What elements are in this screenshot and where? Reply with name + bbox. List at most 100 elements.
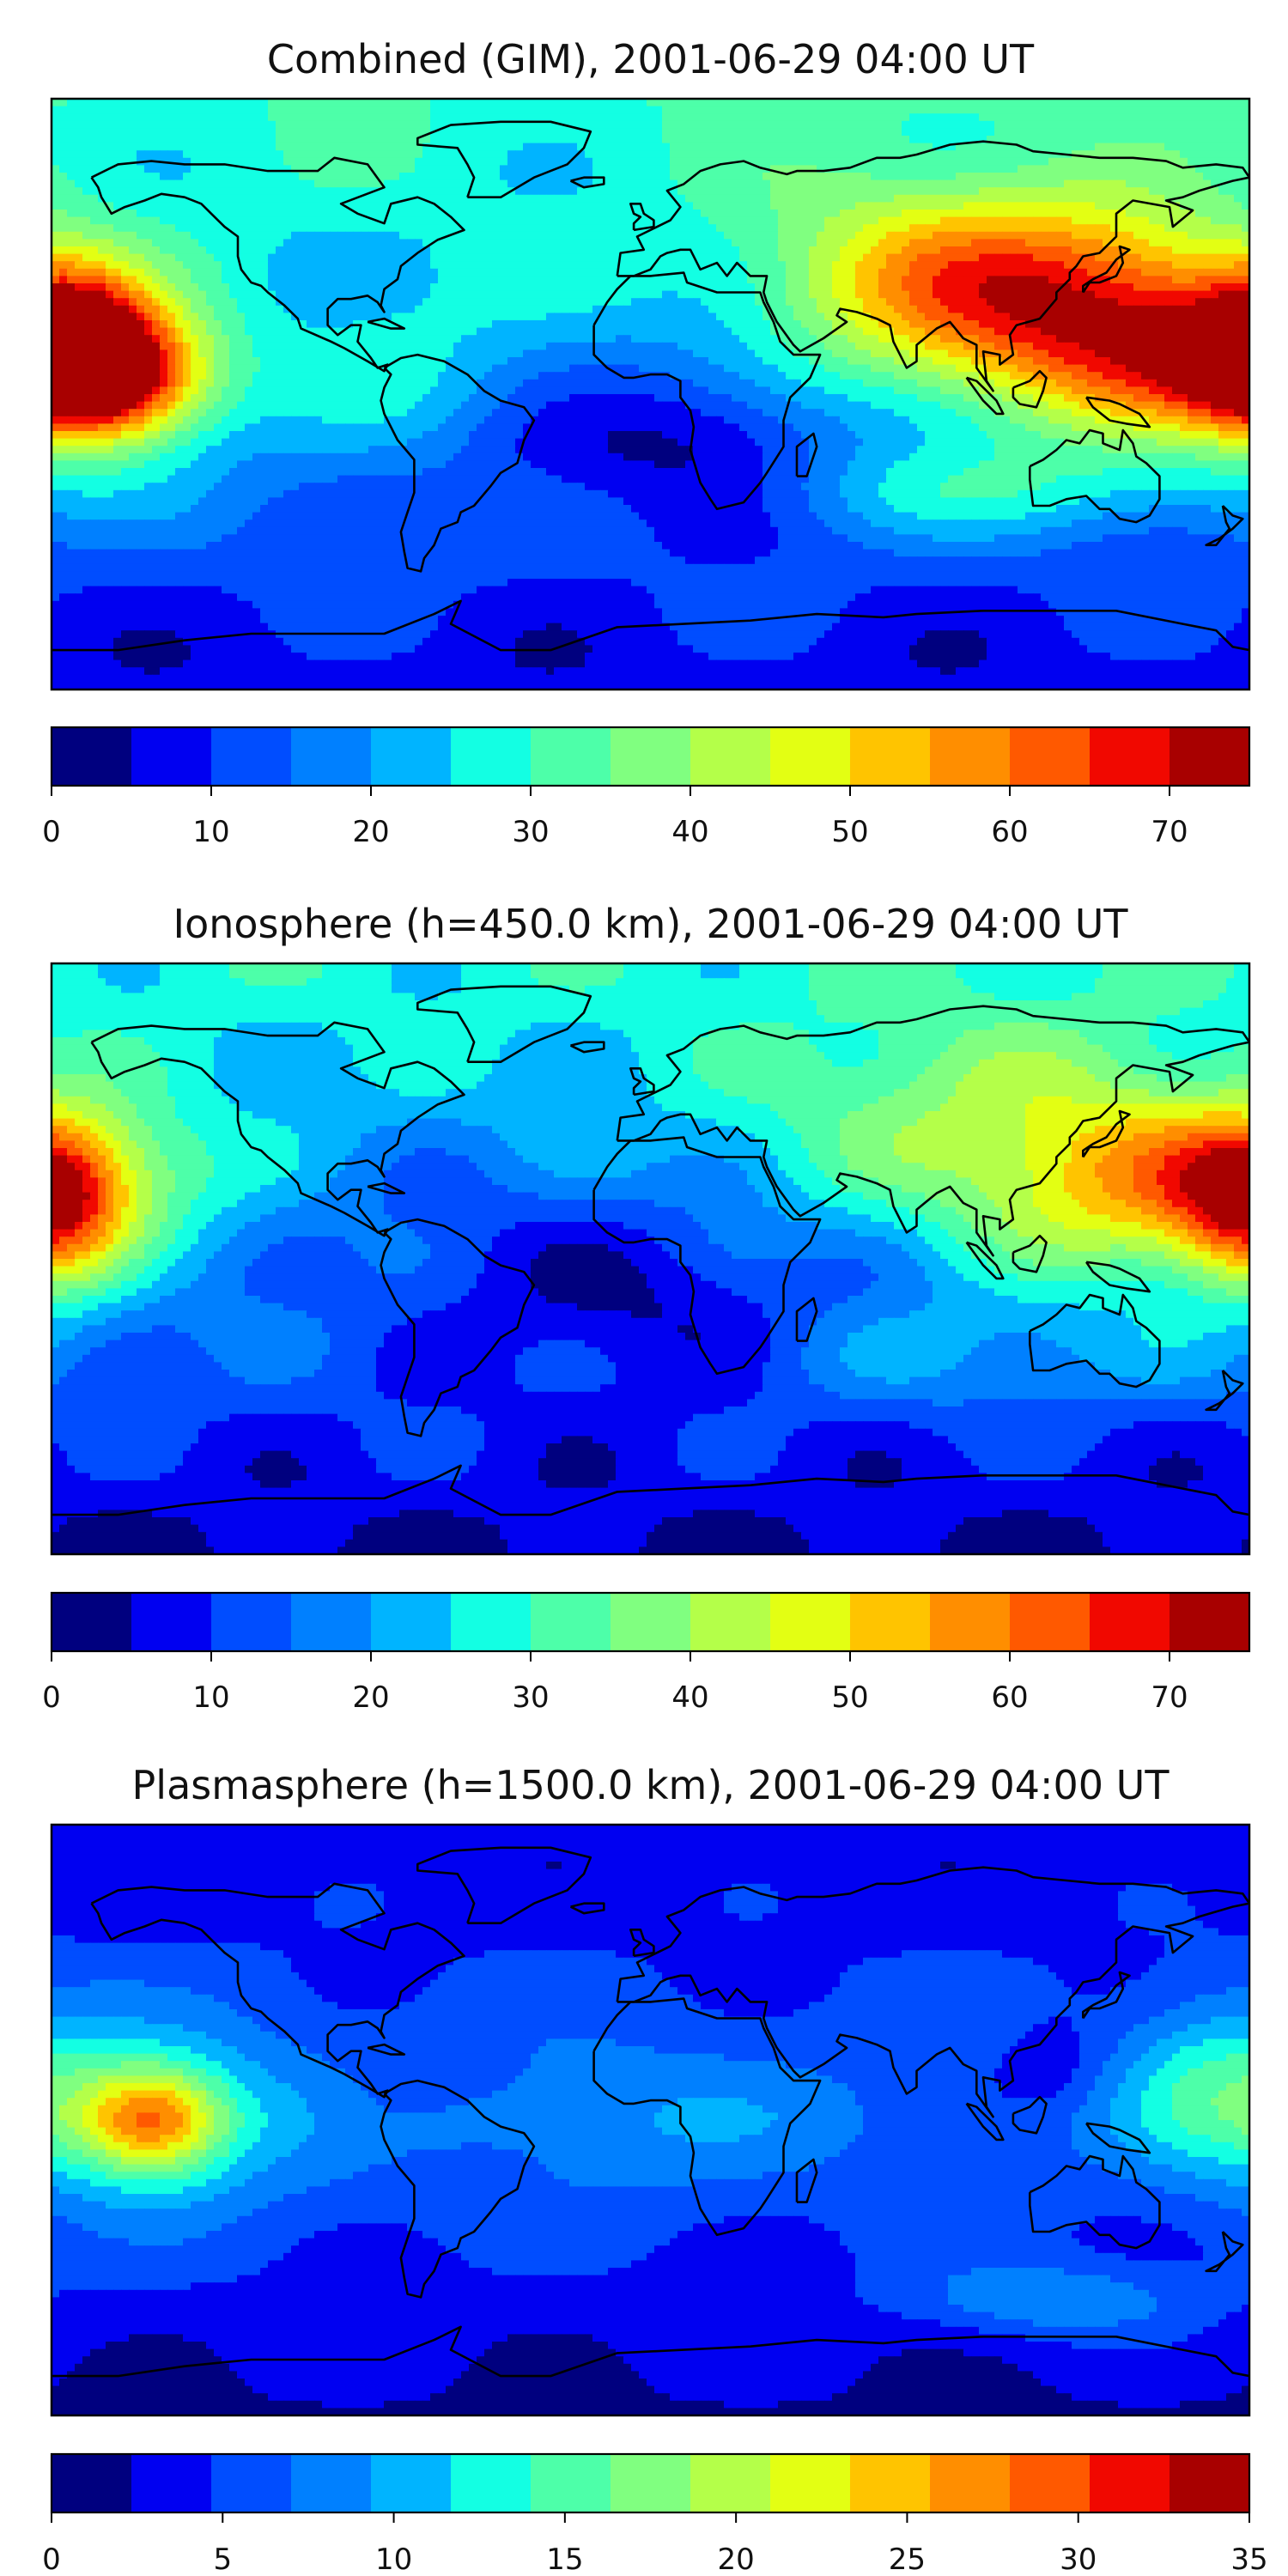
coast-greenland xyxy=(416,985,592,1063)
panel-2: Ionosphere (h=450.0 km), 2001-06-29 04:0… xyxy=(42,901,1251,1715)
coast-british-isles xyxy=(629,1929,655,1958)
colorbar-segment xyxy=(1010,2454,1091,2512)
colorbar-segment xyxy=(930,727,1011,786)
colorbar-segment xyxy=(770,2454,851,2512)
coastlines xyxy=(52,1846,1249,2378)
colorbar-segment xyxy=(451,2454,532,2512)
colorbar-segment xyxy=(531,2454,611,2512)
colorbar-tick-label: 10 xyxy=(192,815,229,849)
colorbar: 0 10 20 30 40 50 60 70 xyxy=(42,1591,1251,1715)
coastlines xyxy=(52,120,1249,652)
colorbar-segment xyxy=(1090,727,1170,786)
colorbar-tick-label: 5 xyxy=(213,2543,232,2576)
colorbar-tick-label: 30 xyxy=(512,1680,549,1715)
panel-3: Plasmasphere (h=1500.0 km), 2001-06-29 0… xyxy=(42,1762,1267,2576)
coast-north-america xyxy=(90,1882,465,2099)
coast-africa xyxy=(592,1997,822,2237)
colorbar: 0 5 10 15 20 25 30 35 xyxy=(42,2452,1268,2576)
map-frame xyxy=(50,1823,1251,2417)
colorbar-segment xyxy=(211,1593,292,1651)
coast-borneo xyxy=(1012,2095,1048,2135)
colorbar-segment xyxy=(850,2454,931,2512)
colorbar-tick-label: 0 xyxy=(42,815,61,849)
colorbar-segment xyxy=(1010,1593,1091,1651)
coast-new-zealand xyxy=(1205,1370,1244,1412)
coast-japan xyxy=(1082,1109,1131,1158)
colorbar-tick-label: 60 xyxy=(991,1680,1028,1715)
coast-iceland xyxy=(569,1041,605,1054)
colorbar-segment xyxy=(291,727,372,786)
colorbar-tick-label: 10 xyxy=(375,2543,412,2576)
colorbar: 0 10 20 30 40 50 60 70 xyxy=(42,726,1251,849)
colorbar-segment xyxy=(930,1593,1011,1651)
coast-antarctica xyxy=(52,2325,1249,2378)
colorbar-tick-label: 50 xyxy=(831,815,868,849)
colorbar-segment xyxy=(850,727,931,786)
coast-antarctica xyxy=(52,1464,1249,1516)
coast-australia xyxy=(1029,428,1161,524)
colorbar-segment xyxy=(291,2454,372,2512)
colorbar-tick-label: 30 xyxy=(512,815,549,849)
colorbar-segment xyxy=(611,727,691,786)
colorbar-tick-label: 40 xyxy=(671,815,708,849)
colorbar-segment xyxy=(531,1593,611,1651)
colorbar-frame xyxy=(50,2452,1251,2514)
coast-british-isles xyxy=(629,203,655,232)
coast-cuba xyxy=(367,1182,406,1194)
panel-1: Combined (GIM), 2001-06-29 04:00 UT 0 10 20… xyxy=(42,36,1251,849)
coastlines xyxy=(52,985,1249,1516)
colorbar-segment xyxy=(52,2454,132,2512)
colorbar-segment xyxy=(611,2454,691,2512)
coast-australia xyxy=(1029,1293,1161,1388)
coast-sumatra xyxy=(965,1241,1005,1280)
tec-field xyxy=(52,963,1249,1554)
coast-north-america xyxy=(90,1021,465,1237)
coast-south-america xyxy=(380,353,536,573)
colorbar-segment xyxy=(131,2454,212,2512)
colorbar-tick-label: 10 xyxy=(192,1680,229,1715)
colorbar-tick-label: 40 xyxy=(671,1680,708,1715)
coast-japan xyxy=(1082,245,1131,294)
colorbar-segment xyxy=(211,727,292,786)
coast-greenland xyxy=(416,1846,592,1924)
colorbar-segment xyxy=(611,1593,691,1651)
colorbar-segment xyxy=(1090,2454,1170,2512)
colorbar-tick-label: 25 xyxy=(889,2543,926,2576)
colorbar-segment xyxy=(131,727,212,786)
coast-africa xyxy=(592,271,822,511)
coast-new-guinea xyxy=(1085,2122,1151,2154)
coast-africa xyxy=(592,1136,822,1376)
colorbar-tick-label: 70 xyxy=(1151,1680,1188,1715)
coast-madagascar xyxy=(795,432,818,477)
colorbar-segment xyxy=(770,1593,851,1651)
colorbar-segment xyxy=(52,1593,132,1651)
colorbar-tick-label: 20 xyxy=(352,815,389,849)
coast-cuba xyxy=(367,2043,406,2056)
coast-madagascar xyxy=(795,2158,818,2203)
coast-eurasia xyxy=(616,1005,1249,1257)
colorbar-tick-label: 15 xyxy=(546,2543,583,2576)
colorbar-segment xyxy=(371,727,452,786)
map-frame xyxy=(50,962,1251,1556)
coast-eurasia xyxy=(616,1866,1249,2118)
colorbar-segment xyxy=(1090,1593,1170,1651)
colorbar-frame xyxy=(50,726,1251,787)
colorbar-segment xyxy=(1170,727,1250,786)
colorbar-segment xyxy=(690,2454,771,2512)
colorbar-segment xyxy=(1170,2454,1250,2512)
colorbar-tick-label: 35 xyxy=(1230,2543,1267,2576)
coast-north-america xyxy=(90,156,465,373)
coast-iceland xyxy=(569,176,605,189)
panel-title: Ionosphere (h=450.0 km), 2001-06-29 04:0… xyxy=(173,901,1129,947)
map-frame xyxy=(50,97,1251,691)
coast-madagascar xyxy=(795,1297,818,1342)
colorbar-segment xyxy=(451,727,532,786)
coast-new-zealand xyxy=(1205,505,1244,547)
tec-field xyxy=(52,1825,1249,2415)
coast-iceland xyxy=(569,1902,605,1915)
colorbar-segment xyxy=(1170,1593,1250,1651)
colorbar-segment xyxy=(211,2454,292,2512)
coast-south-america xyxy=(380,2079,536,2299)
colorbar-tick-label: 70 xyxy=(1151,815,1188,849)
coast-antarctica xyxy=(52,599,1249,652)
